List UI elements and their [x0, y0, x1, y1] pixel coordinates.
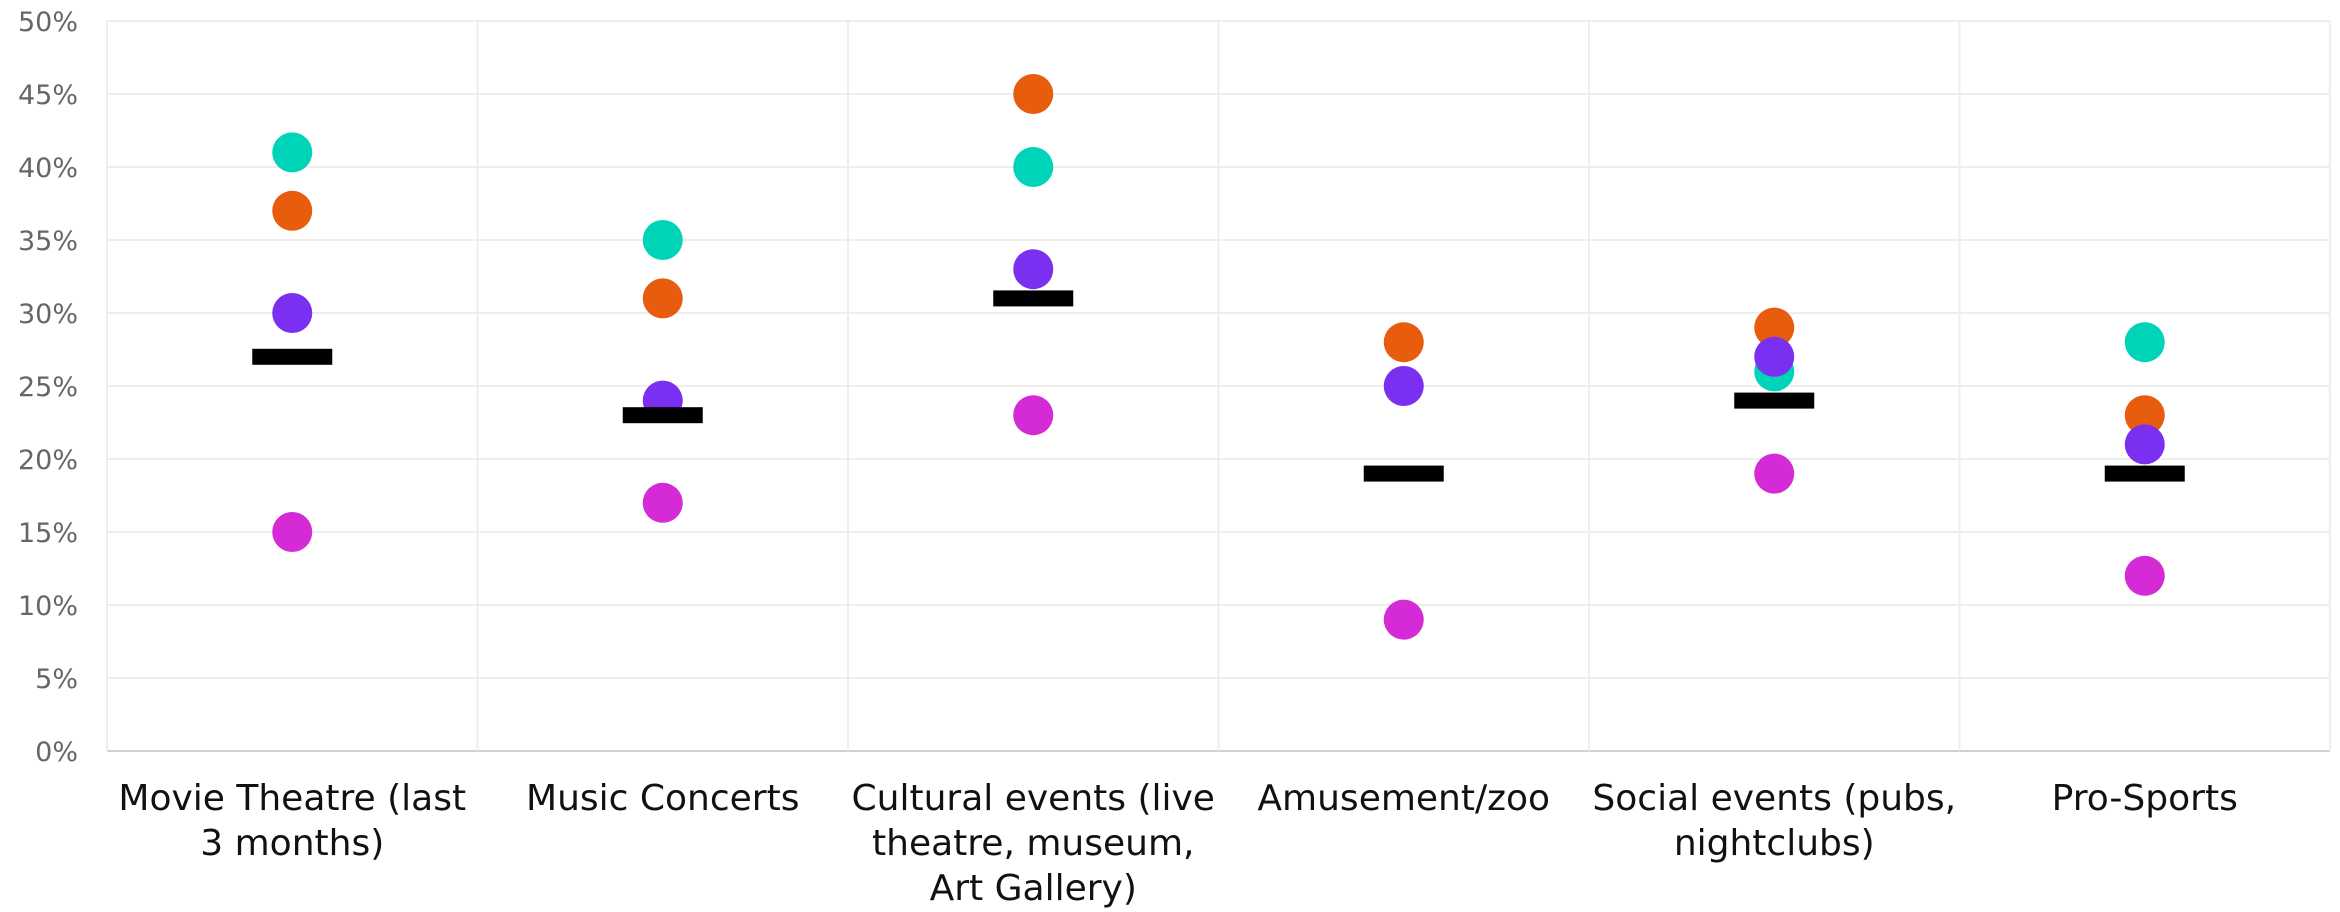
- data-point: [2124, 424, 2165, 465]
- average-dash-marker: [1363, 465, 1444, 482]
- data-point: [272, 293, 313, 333]
- data-point: [2124, 395, 2165, 436]
- average-dash-marker: [993, 290, 1074, 307]
- average-dash-marker: [2104, 465, 2185, 482]
- data-point: [1383, 599, 1424, 640]
- data-point: [272, 132, 313, 173]
- data-point: [1013, 147, 1054, 187]
- x-category-label: Pro-Sports: [2052, 778, 2238, 819]
- average-dash-marker: [1734, 392, 1815, 409]
- y-tick-label: 0%: [35, 737, 78, 768]
- data-point: [272, 190, 313, 231]
- data-point: [1383, 366, 1424, 406]
- data-point: [1754, 307, 1795, 348]
- data-point: [2124, 555, 2165, 596]
- x-category-label: 3 months): [200, 823, 384, 864]
- data-point: [2124, 322, 2165, 363]
- gridlines: [106, 20, 2331, 752]
- x-category-label: Social events (pubs,: [1592, 778, 1956, 819]
- y-tick-label: 15%: [18, 518, 78, 549]
- x-category-label: nightclubs): [1674, 823, 1875, 864]
- x-category-label: Music Concerts: [526, 778, 799, 819]
- x-category-label: Movie Theatre (last: [118, 778, 466, 819]
- y-tick-label: 30%: [18, 299, 78, 330]
- y-tick-label: 50%: [18, 7, 78, 38]
- data-marks: [252, 74, 2185, 640]
- x-category-label: Art Gallery): [930, 868, 1137, 909]
- y-tick-label: 20%: [18, 445, 78, 476]
- y-tick-label: 35%: [18, 226, 78, 257]
- y-tick-label: 5%: [35, 664, 78, 695]
- y-tick-label: 10%: [18, 591, 78, 622]
- average-dash-marker: [622, 407, 703, 424]
- y-axis-ticks: 0% 5% 10% 15% 20% 25% 30% 35% 40% 45% 50%: [18, 7, 78, 768]
- x-category-label: Cultural events (live: [852, 778, 1215, 819]
- data-point: [1754, 336, 1795, 377]
- x-category-label: theatre, museum,: [872, 823, 1194, 864]
- x-category-label: Amusement/zoo: [1257, 778, 1550, 819]
- y-tick-label: 45%: [18, 80, 78, 111]
- data-point: [272, 512, 313, 552]
- y-tick-label: 40%: [18, 153, 78, 184]
- data-point: [1013, 249, 1054, 290]
- data-point: [642, 482, 683, 523]
- average-dash-marker: [252, 348, 333, 365]
- data-point: [642, 220, 683, 260]
- data-point: [1754, 453, 1795, 494]
- data-point: [1013, 74, 1054, 114]
- data-point: [1013, 395, 1054, 436]
- y-tick-label: 25%: [18, 372, 78, 403]
- data-point: [642, 278, 683, 319]
- data-point: [1383, 322, 1424, 363]
